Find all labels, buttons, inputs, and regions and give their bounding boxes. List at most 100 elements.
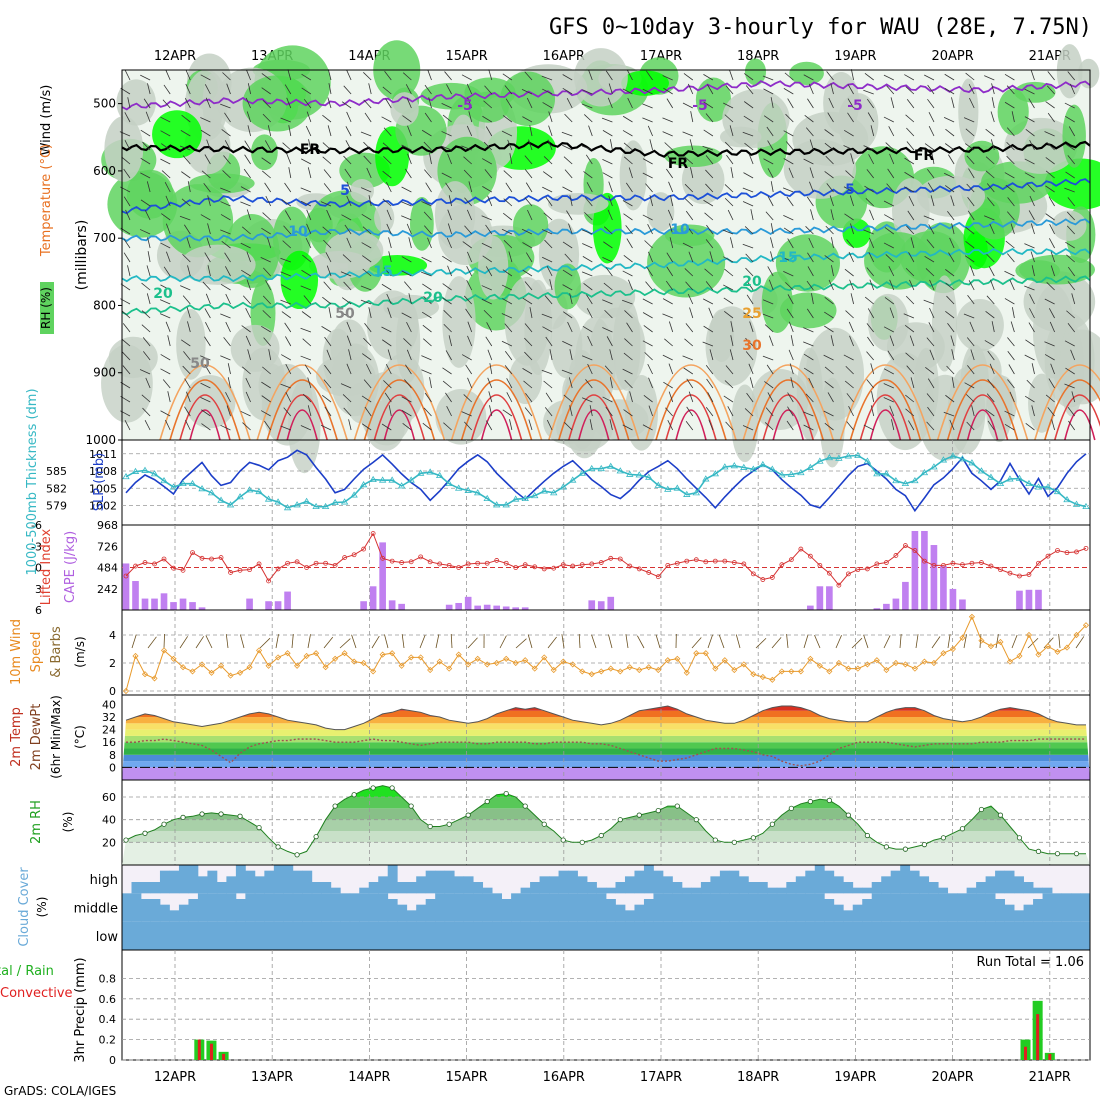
wind-barb [628, 167, 633, 179]
cloud-cell [387, 865, 398, 894]
thickness-point [664, 485, 672, 492]
wind-barb [1066, 225, 1075, 235]
wind-barb [383, 156, 392, 165]
wind-barb [240, 410, 251, 417]
wind-barb [662, 131, 673, 137]
wind-barb [767, 168, 774, 179]
surface-wind-barb [225, 634, 229, 649]
surface-wind-barb [195, 636, 205, 649]
cloud-cell [852, 887, 863, 894]
wind-barb [524, 281, 533, 291]
li-point [874, 561, 880, 567]
wind-barb [642, 298, 653, 305]
wind-barb [220, 187, 231, 193]
wind-barb [1067, 323, 1076, 333]
li-point [256, 561, 262, 567]
cloud-cell [169, 870, 180, 894]
wind-speed-point [313, 650, 320, 657]
cloud-cell [340, 893, 351, 922]
contour-label: -5 [457, 98, 473, 114]
wind-barb [467, 97, 473, 109]
wind-barb [664, 338, 673, 347]
date-label-top: 12APR [154, 49, 196, 64]
wind-speed-point [607, 665, 614, 672]
chart-title: GFS 0~10day 3-hourly for WAU (28E, 7.75N… [549, 15, 1092, 40]
wind-barb [406, 97, 412, 109]
wind-barb [205, 293, 211, 305]
wind-barb [244, 140, 251, 151]
surface-wind-barb [499, 635, 507, 649]
wind-barb [262, 170, 271, 179]
wind-barb [542, 326, 553, 333]
wind-barb [642, 88, 653, 95]
cloud-cell [558, 870, 569, 894]
wind-barb [848, 406, 854, 417]
cloud-cell [273, 893, 284, 922]
wind-barb [668, 391, 674, 403]
isotherm-lobe [363, 379, 436, 441]
date-label-bottom: 21APR [1029, 1070, 1071, 1085]
wind-barb [486, 322, 493, 333]
wind-barb [843, 186, 854, 193]
cloud-cell [235, 899, 246, 922]
wind-barb [482, 158, 492, 165]
surface-wind-barb [814, 634, 821, 649]
wind-barb [403, 338, 412, 347]
wind-barb [244, 154, 251, 165]
wind-speed-point [759, 673, 766, 681]
rh-point [560, 837, 566, 843]
wind-barb [362, 226, 372, 235]
contour-label: 50 [335, 306, 355, 322]
wind-barb [241, 226, 251, 235]
cloud-cell [254, 921, 265, 950]
wind-barb [608, 83, 613, 95]
pressure-tick-label: 700 [93, 231, 116, 245]
wind-barb [642, 158, 653, 165]
cloud-cell [444, 870, 455, 894]
cloud-cell [520, 921, 531, 950]
contour-label: 15 [778, 250, 797, 266]
wind-barb [160, 284, 171, 291]
wind-barb [207, 195, 211, 207]
wind-speed-point [921, 658, 928, 665]
wind-barb [521, 228, 533, 235]
wind-barb [1010, 223, 1015, 235]
surface-wind-barb [450, 633, 453, 649]
wind-barb [468, 111, 473, 123]
thickness-point [987, 473, 995, 480]
wind-barb [846, 239, 854, 249]
cloud-cell [976, 921, 987, 950]
wind-barb [850, 223, 854, 235]
cloud-cell [795, 893, 806, 922]
wind-barb [1050, 363, 1055, 375]
wind-barb [181, 171, 191, 179]
wind-barb [989, 363, 995, 375]
li-point [304, 565, 309, 570]
rh-point [674, 803, 680, 809]
wind-barb [1045, 185, 1055, 193]
wind-barb [944, 73, 955, 81]
wind-speed-point [351, 658, 358, 665]
cloud-cell [691, 893, 702, 922]
wind-barb [346, 195, 352, 207]
rh-point [940, 835, 947, 841]
wind-barb [423, 407, 432, 417]
wind-barb [904, 157, 915, 165]
wind-barb [987, 350, 995, 361]
cloud-cell [235, 921, 246, 950]
thickness-tick-label: 585 [46, 465, 67, 478]
wind-barb [683, 367, 694, 375]
wind-barb [787, 406, 794, 417]
wind-barb [240, 186, 251, 193]
wind-barb [382, 86, 392, 95]
surface-wind-barb [735, 634, 741, 649]
wind-barb [766, 126, 774, 137]
cloud-cell [311, 893, 322, 922]
surface-wind-barb [291, 634, 294, 649]
wind-barb [788, 321, 794, 333]
wind-barb [1004, 423, 1015, 431]
cloud-cell [511, 921, 521, 950]
cloud-cell [321, 921, 332, 950]
contour-label: -5 [847, 98, 863, 114]
surface-wind-barb [527, 634, 533, 649]
